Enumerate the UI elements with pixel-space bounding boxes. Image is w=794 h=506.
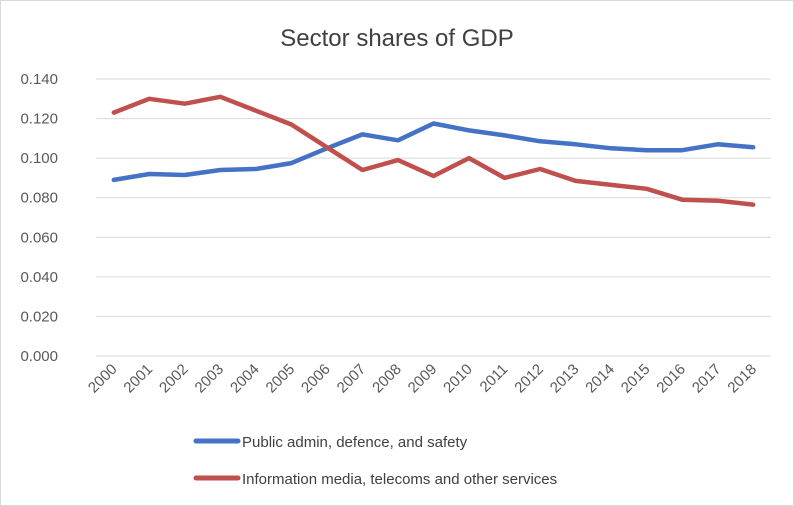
y-tick-label: 0.080 — [20, 190, 58, 207]
series-lines — [111, 94, 756, 207]
x-tick-label: 2009 — [405, 361, 441, 397]
x-tick-label: 2014 — [582, 361, 618, 397]
x-tick-label: 2018 — [724, 361, 760, 397]
x-tick-label: 2004 — [227, 361, 263, 397]
legend: Public admin, defence, and safety Inform… — [193, 434, 557, 488]
series-line-public-admin — [111, 121, 756, 183]
y-axis-ticks: 0.000 0.020 0.040 0.060 0.080 0.100 0.120 0.140 — [20, 71, 58, 365]
x-axis-ticks: 2000 2001 2002 2003 2004 2005 2006 2007 2008 2009… — [85, 361, 760, 397]
y-tick-label: 0.040 — [20, 269, 58, 286]
x-tick-label: 2006 — [298, 361, 334, 397]
x-tick-label: 2000 — [85, 361, 121, 397]
y-tick-label: 0.020 — [20, 308, 58, 325]
x-tick-label: 2008 — [369, 361, 405, 397]
y-tick-label: 0.060 — [20, 229, 58, 246]
x-tick-label: 2005 — [263, 361, 299, 397]
x-tick-label: 2003 — [192, 361, 228, 397]
x-tick-label: 2017 — [689, 361, 725, 397]
x-tick-label: 2010 — [440, 361, 476, 397]
x-tick-label: 2011 — [477, 361, 512, 396]
gridlines — [96, 78, 771, 357]
y-tick-label: 0.100 — [20, 150, 58, 167]
y-tick-label: 0.120 — [20, 111, 58, 128]
legend-label-public-admin: Public admin, defence, and safety — [242, 434, 468, 451]
x-tick-label: 2001 — [120, 361, 156, 397]
x-tick-label: 2007 — [334, 361, 370, 397]
y-tick-label: 0.000 — [20, 348, 58, 365]
chart-title: Sector shares of GDP — [280, 25, 513, 52]
legend-label-information-media: Information media, telecoms and other se… — [242, 471, 557, 488]
x-tick-label: 2002 — [156, 361, 192, 397]
x-tick-label: 2013 — [547, 361, 583, 397]
x-tick-label: 2015 — [618, 361, 654, 397]
y-tick-label: 0.140 — [20, 71, 58, 88]
x-tick-label: 2016 — [653, 361, 689, 397]
x-tick-label: 2012 — [511, 361, 547, 397]
